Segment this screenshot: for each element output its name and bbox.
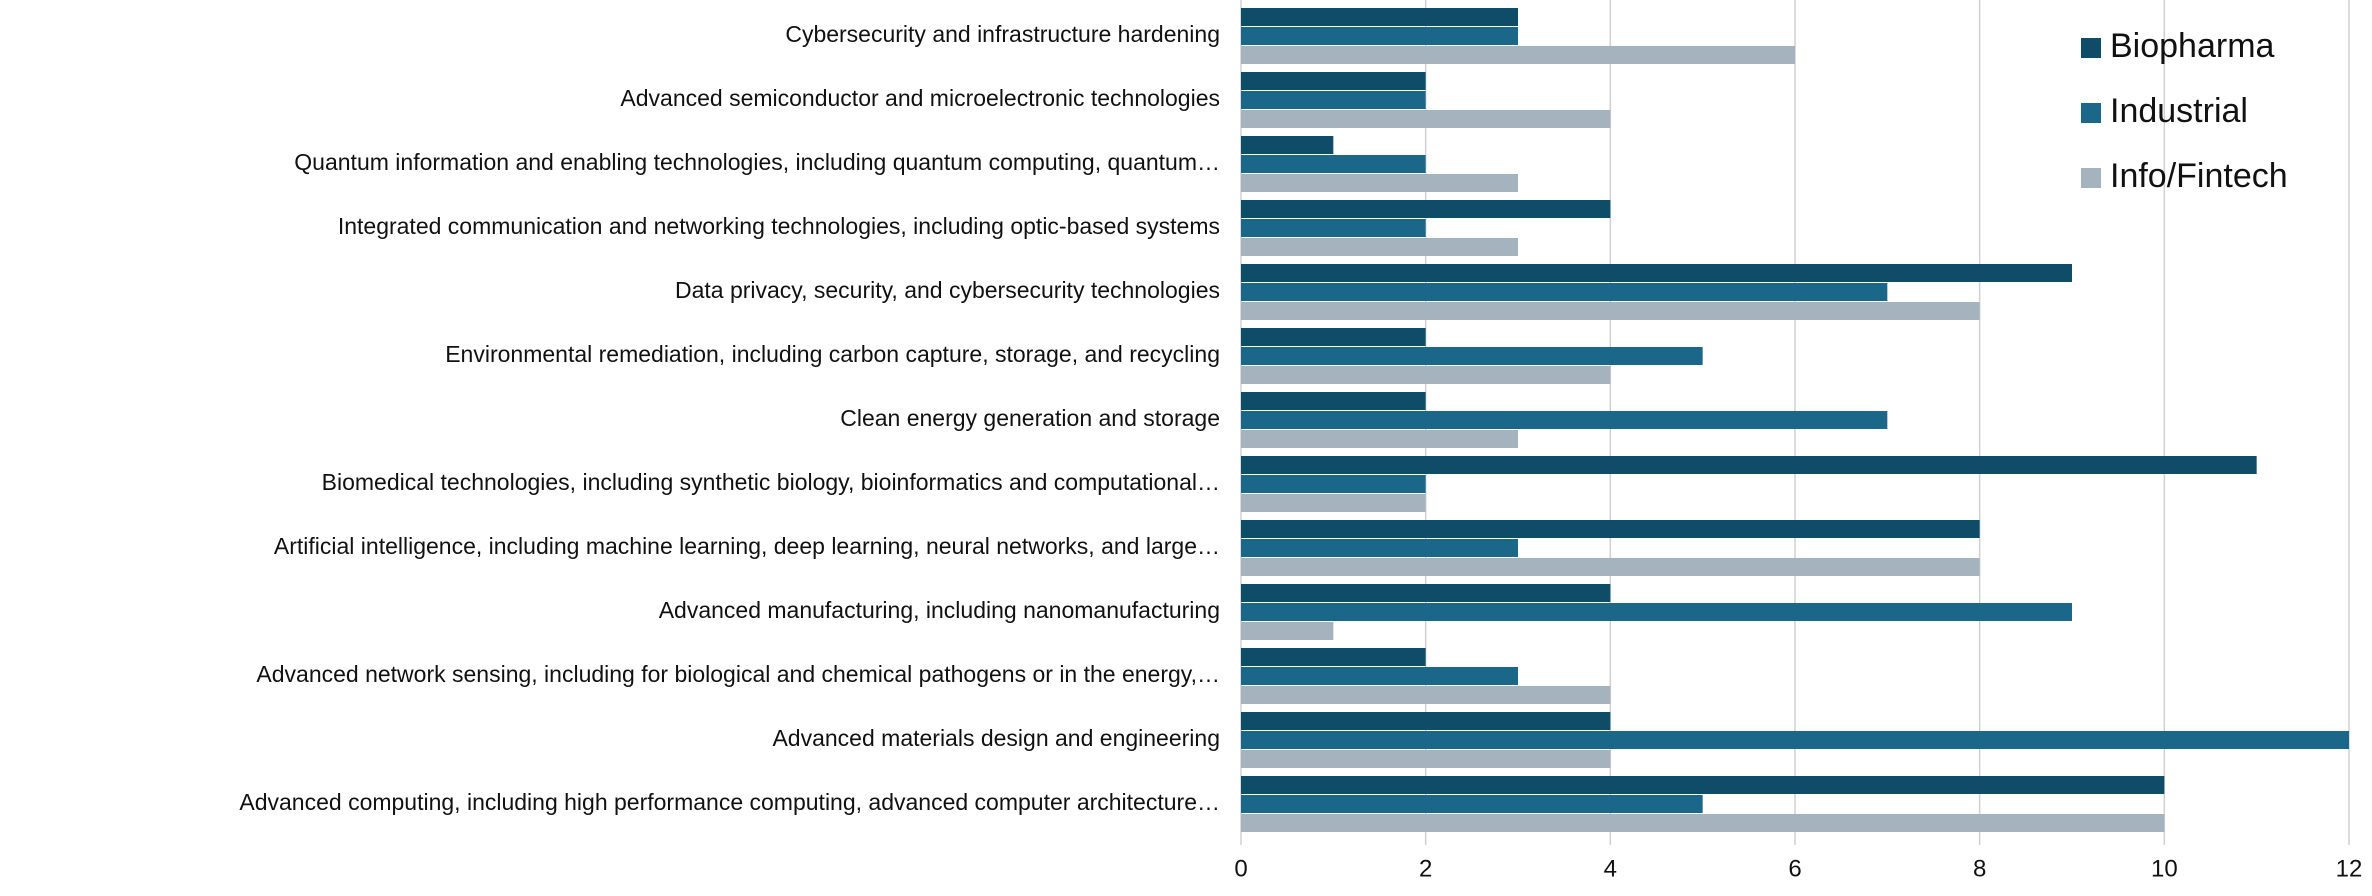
bar: [1241, 494, 1426, 512]
y-tick-label: Advanced semiconductor and microelectron…: [620, 85, 1220, 111]
y-tick-label: Cybersecurity and infrastructure hardeni…: [785, 21, 1220, 47]
bar: [1241, 584, 1611, 602]
bar: [1241, 27, 1518, 45]
bar: [1241, 283, 1888, 301]
y-tick-label: Artificial intelligence, including machi…: [274, 533, 1220, 559]
x-tick-label: 2: [1419, 855, 1432, 882]
legend-swatch: [2081, 168, 2101, 188]
bar: [1241, 392, 1426, 410]
bar: [1241, 155, 1426, 173]
y-tick-label: Advanced network sensing, including for …: [256, 661, 1220, 687]
bar: [1241, 366, 1611, 384]
bar: [1241, 430, 1518, 448]
y-tick-label: Biomedical technologies, including synth…: [322, 469, 1220, 495]
y-tick-label: Advanced manufacturing, including nanoma…: [659, 597, 1220, 623]
legend-swatch: [2081, 38, 2101, 58]
bar: [1241, 475, 1426, 493]
legend-label: Biopharma: [2110, 27, 2275, 65]
bar: [1241, 667, 1518, 685]
bar: [1241, 456, 2257, 474]
x-tick-label: 8: [1973, 855, 1986, 882]
bar: [1241, 795, 1703, 813]
bar: [1241, 712, 1611, 730]
y-tick-label: Quantum information and enabling technol…: [294, 149, 1220, 175]
bar: [1241, 136, 1334, 154]
bar: [1241, 411, 1888, 429]
y-tick-label: Environmental remediation, including car…: [445, 341, 1220, 367]
x-tick-label: 4: [1604, 855, 1617, 882]
bar: [1241, 622, 1334, 640]
y-tick-label: Integrated communication and networking …: [338, 213, 1220, 239]
bar: [1241, 110, 1611, 128]
bar: [1241, 347, 1703, 365]
bar: [1241, 539, 1518, 557]
x-tick-label: 6: [1788, 855, 1801, 882]
bar: [1241, 558, 1980, 576]
bar: [1241, 520, 1980, 538]
bar: [1241, 8, 1518, 26]
bar: [1241, 776, 2165, 794]
y-tick-label: Advanced computing, including high perfo…: [239, 789, 1220, 815]
y-tick-label: Data privacy, security, and cybersecurit…: [675, 277, 1220, 303]
bar: [1241, 328, 1426, 346]
bar: [1241, 72, 1426, 90]
bar: [1241, 174, 1518, 192]
x-tick-label: 12: [2336, 855, 2363, 882]
bar: [1241, 603, 2072, 621]
y-tick-label: Clean energy generation and storage: [840, 405, 1220, 431]
bar: [1241, 238, 1518, 256]
legend-swatch: [2081, 103, 2101, 123]
bar: [1241, 91, 1426, 109]
legend-label: Info/Fintech: [2110, 157, 2288, 195]
bar: [1241, 686, 1611, 704]
legend-label: Industrial: [2110, 92, 2248, 130]
bar: [1241, 46, 1795, 64]
bar: [1241, 264, 2072, 282]
bar: [1241, 731, 2349, 749]
bar: [1241, 302, 1980, 320]
bar: [1241, 200, 1611, 218]
x-tick-label: 10: [2151, 855, 2178, 882]
y-tick-label: Advanced materials design and engineerin…: [772, 725, 1220, 751]
x-tick-label: 0: [1234, 855, 1247, 882]
bar: [1241, 219, 1426, 237]
bar: [1241, 814, 2165, 832]
bar: [1241, 750, 1611, 768]
bar: [1241, 648, 1426, 666]
